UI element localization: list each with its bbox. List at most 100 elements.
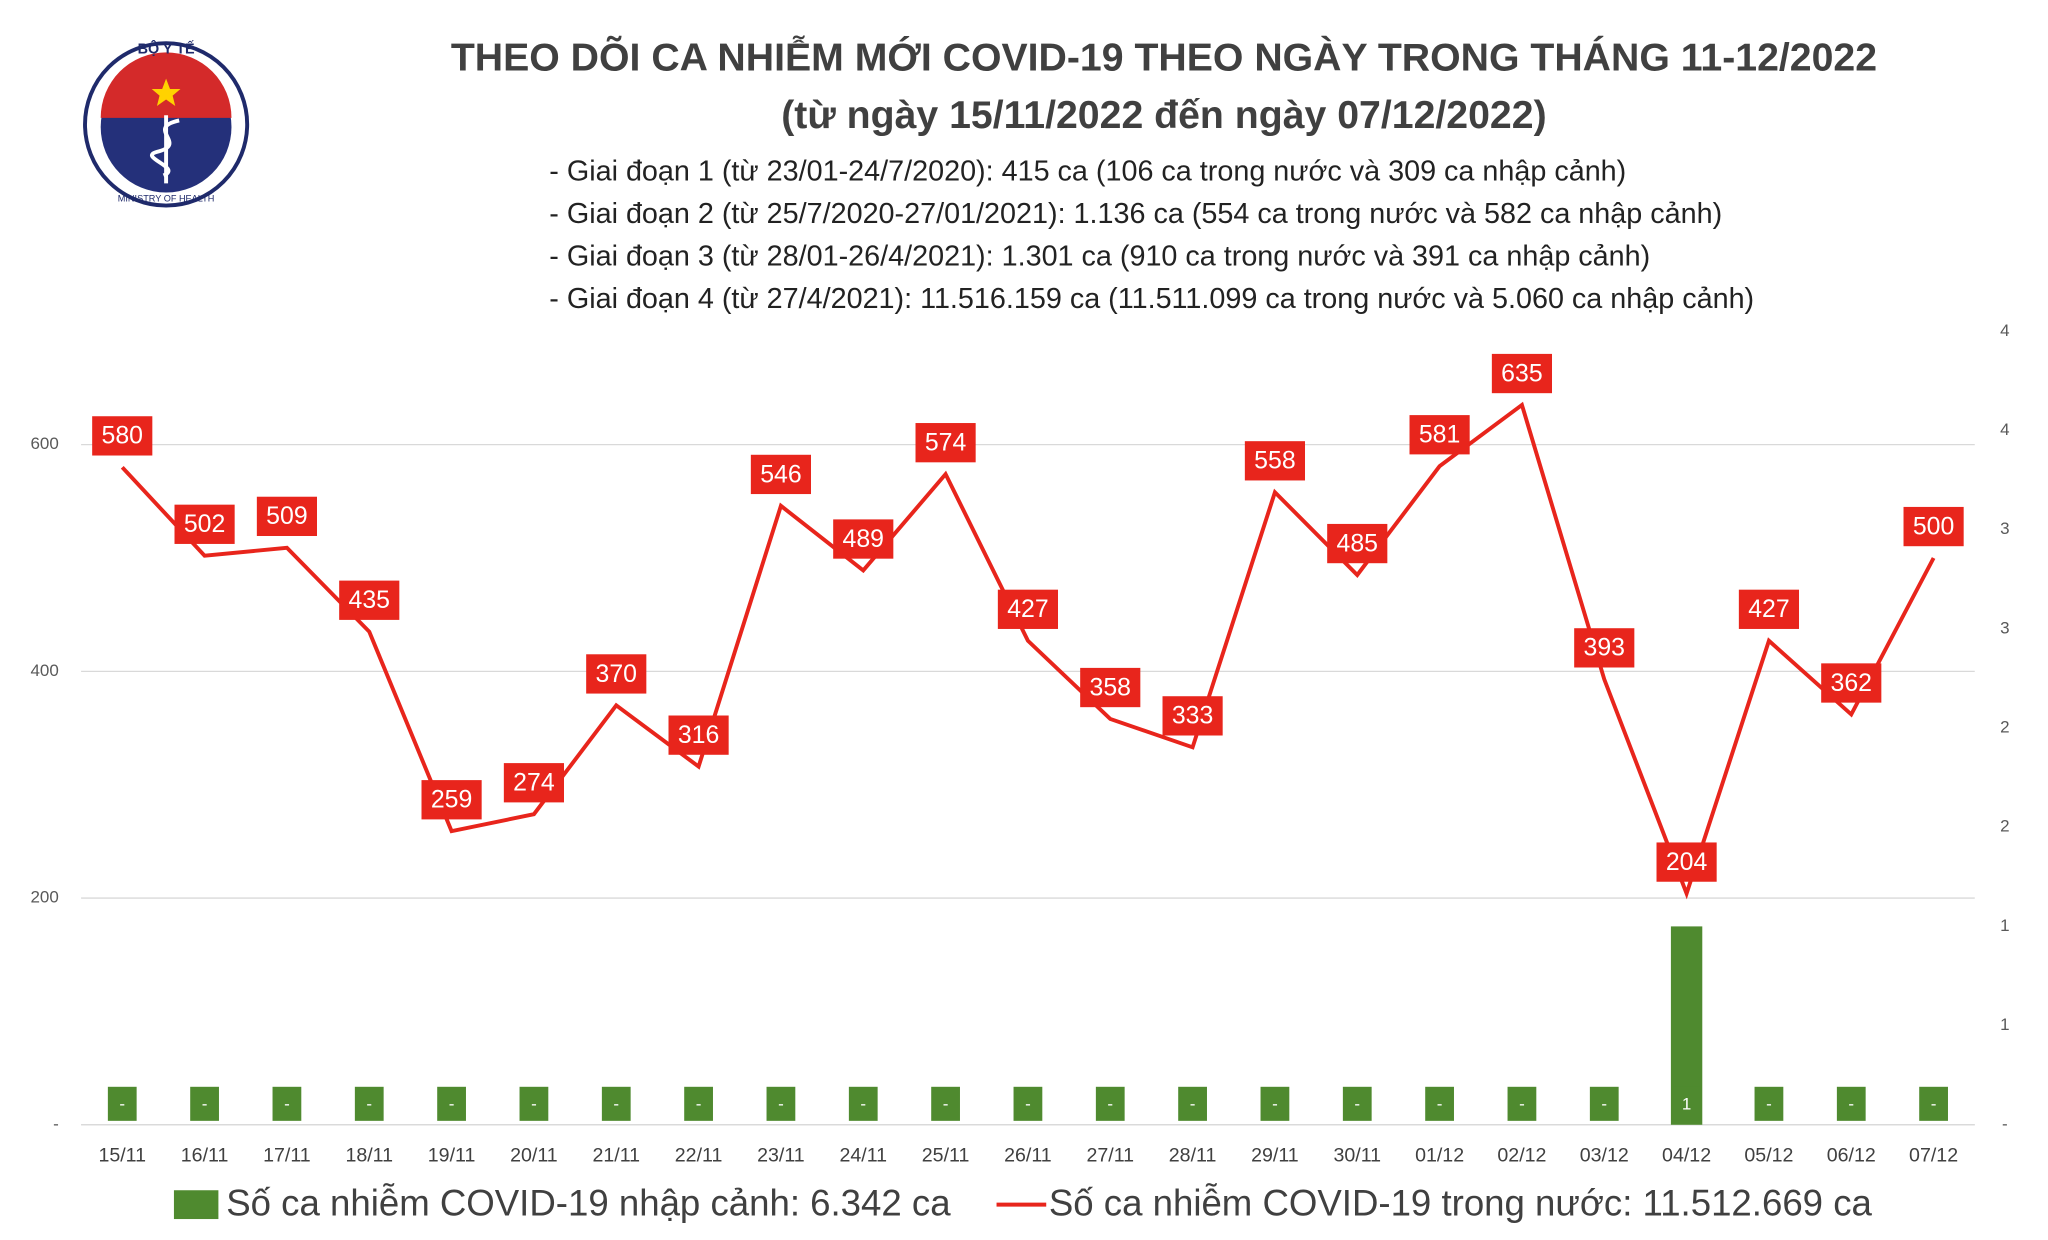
value-label-box (1738, 589, 1800, 629)
value-label-box (1836, 1086, 1866, 1121)
value-label-box (1672, 1086, 1701, 1121)
value-label: 574 (925, 429, 967, 457)
x-tick-label: 26/11 (1004, 1144, 1052, 1166)
value-label-box (833, 519, 894, 559)
value-label-box (272, 1086, 302, 1121)
x-tick-label: 02/12 (1497, 1144, 1546, 1166)
line (120, 401, 1936, 900)
value-label-box (1409, 415, 1470, 455)
value-label: - (1766, 1095, 1772, 1114)
value-label-box (848, 1086, 878, 1121)
tick-label: 4 (2000, 321, 2009, 340)
value-label-box (1080, 667, 1141, 708)
value-label-box (1574, 628, 1635, 668)
value-label-box (1589, 1086, 1619, 1121)
value-label-box (766, 1086, 796, 1121)
value-label-box (354, 1086, 384, 1121)
value-label: 500 (1913, 512, 1954, 540)
x-tick-label: 28/11 (1169, 1144, 1217, 1166)
value-label-box (421, 780, 482, 820)
value-label-box (190, 1086, 219, 1121)
logo-bottom-text: MINISTRY OF HEALTH (118, 193, 215, 203)
value-label-box (174, 504, 235, 544)
logo-snake (150, 118, 180, 178)
value-label-box (1095, 1086, 1125, 1121)
tick-label: 4 (2000, 420, 2009, 439)
value-label: - (1190, 1095, 1196, 1114)
value-label-box (1754, 1086, 1784, 1121)
value-label-box (668, 715, 729, 755)
chart-title: THEO DÕI CA NHIỄM MỚI COVID-19 THEO NGÀY… (451, 36, 1877, 80)
x-tick-label: 23/11 (757, 1144, 805, 1166)
x-tick-label: 18/11 (345, 1144, 393, 1166)
value-label: 393 (1584, 634, 1625, 662)
value-label: 580 (102, 422, 143, 450)
x-tick-label: 19/11 (428, 1144, 476, 1166)
annotation: - Giai đoạn 2 (từ 25/7/2020-27/01/2021):… (549, 198, 1722, 230)
legend-label: Số ca nhiễm COVID-19 trong nước: 11.512.… (1049, 1183, 1873, 1224)
value-label-box (1162, 696, 1223, 736)
value-label: 581 (1419, 421, 1460, 449)
value-label-box (915, 423, 976, 463)
value-label-box (1260, 1086, 1290, 1121)
tick-label: 2 (2000, 718, 2009, 737)
value-label-box (437, 1086, 466, 1121)
value-label: - (366, 1095, 372, 1114)
value-label: 489 (843, 525, 884, 553)
value-label: 362 (1831, 669, 1872, 697)
x-tick-label: 24/11 (839, 1144, 887, 1166)
value-label: 370 (596, 660, 637, 688)
value-label: - (284, 1095, 290, 1114)
value-label: 1 (1682, 1095, 1691, 1114)
annotation: - Giai đoạn 1 (từ 23/01-24/7/2020): 415 … (549, 155, 1626, 187)
value-label: - (202, 1095, 208, 1114)
x-tick-label: 15/11 (98, 1144, 146, 1166)
value-label: - (1107, 1095, 1113, 1114)
value-label: - (1848, 1095, 1854, 1114)
value-label: - (1931, 1095, 1937, 1114)
value-label: 485 (1337, 529, 1378, 557)
value-label: 204 (1666, 848, 1708, 876)
value-label: - (1437, 1095, 1443, 1114)
value-label: 546 (760, 460, 801, 488)
value-label-box (1425, 1086, 1454, 1121)
value-label-box (931, 1086, 960, 1121)
value-label-box (586, 654, 647, 694)
value-label: 316 (678, 721, 719, 749)
value-label: - (1272, 1095, 1278, 1114)
tick-label: - (53, 1114, 59, 1133)
x-tick-label: 17/11 (263, 1144, 311, 1166)
value-label: 259 (431, 786, 472, 814)
value-label: - (613, 1095, 619, 1114)
x-tick-label: 27/11 (1086, 1144, 1134, 1166)
value-label-box (503, 763, 564, 803)
value-label: - (1025, 1095, 1031, 1114)
tick-label: 2 (2000, 817, 2009, 836)
value-label-box (339, 580, 400, 620)
value-label-box (1244, 441, 1306, 481)
x-tick-label: 04/12 (1662, 1144, 1711, 1166)
value-label-box (1507, 1086, 1537, 1121)
value-label: - (778, 1095, 784, 1114)
value-label-box (601, 1086, 631, 1121)
value-label-box (997, 589, 1059, 629)
value-label-box (1013, 1086, 1043, 1121)
value-label: 427 (1748, 595, 1789, 623)
tick-label: 200 (30, 888, 58, 907)
value-label: 558 (1254, 447, 1295, 475)
value-label-box (1327, 523, 1388, 564)
tick-label: 400 (30, 661, 58, 680)
legend-swatch (173, 1190, 219, 1220)
value-label: - (1601, 1095, 1607, 1114)
tick-label: 1 (2000, 1015, 2009, 1034)
value-label-box (1656, 842, 1717, 882)
x-tick-label: 16/11 (181, 1144, 229, 1166)
value-label: - (696, 1095, 702, 1114)
value-label-box (256, 496, 317, 537)
value-label: 435 (349, 586, 390, 614)
value-label-box (1821, 663, 1882, 703)
x-tick-label: 29/11 (1251, 1144, 1299, 1166)
x-tick-label: 05/12 (1744, 1144, 1793, 1166)
value-label-box (107, 1086, 137, 1121)
